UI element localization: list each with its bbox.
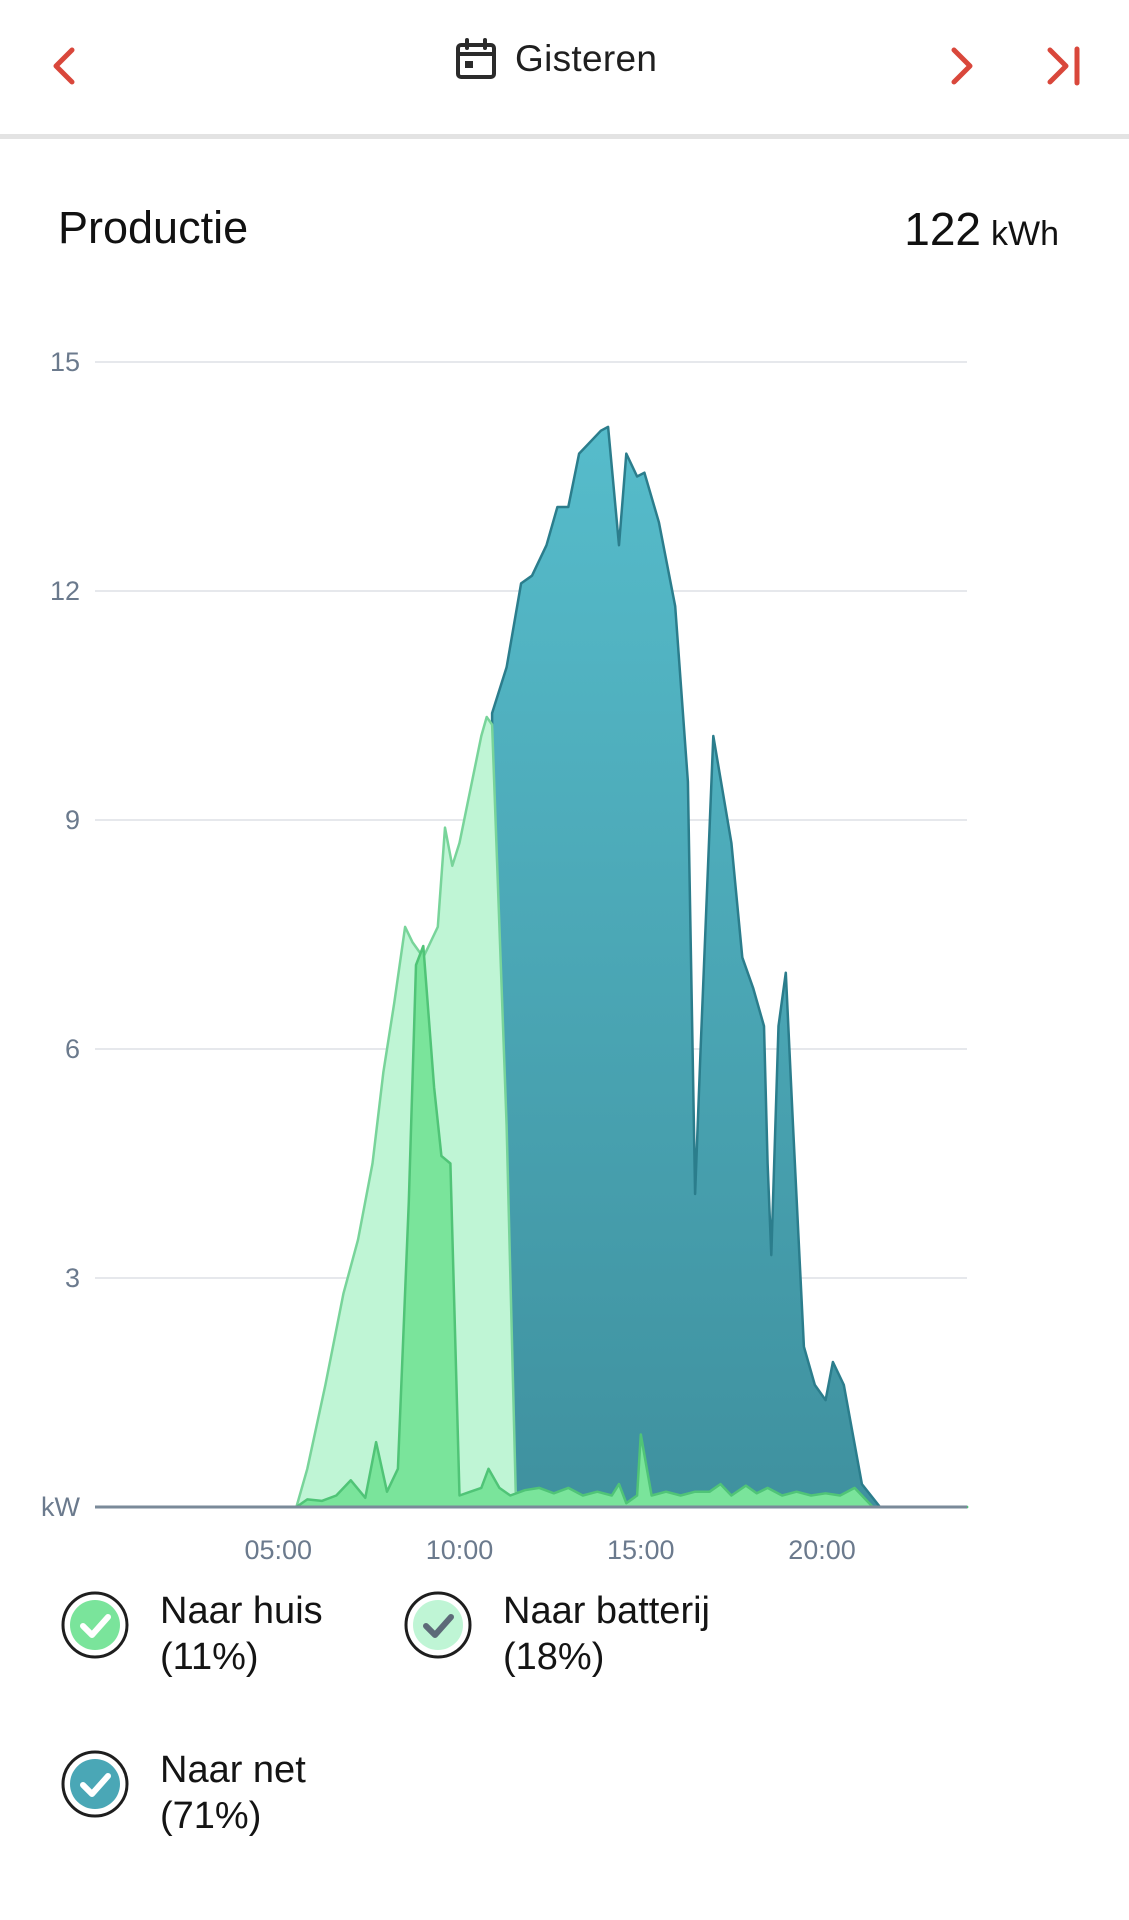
total-unit: kWh — [991, 215, 1059, 253]
previous-day-button[interactable] — [40, 42, 88, 90]
legend-label: Naar batterij — [503, 1590, 710, 1632]
area-naar-huis — [95, 944, 969, 1509]
total-value: 122 — [904, 203, 981, 255]
date-label: Gisteren — [515, 38, 658, 79]
chevron-left-icon — [53, 47, 75, 85]
check-circle-icon — [61, 1750, 129, 1818]
top-bar: Gisteren — [0, 0, 1129, 139]
legend-item-naar-batterij[interactable]: Naar batterij (18%) — [403, 1588, 710, 1680]
area-naar-batterij — [95, 715, 969, 1509]
y-tick-label: kW — [41, 1492, 81, 1522]
y-tick-label: 12 — [50, 576, 80, 606]
section-title: Productie — [58, 202, 249, 253]
date-selector[interactable]: Gisteren — [455, 38, 657, 80]
legend-percent: (18%) — [503, 1636, 605, 1678]
x-tick-label: 05:00 — [244, 1535, 312, 1565]
chevron-right-icon — [951, 47, 973, 85]
area-naar-net — [95, 425, 969, 1509]
legend-percent: (71%) — [160, 1795, 262, 1837]
legend-item-naar-net[interactable]: Naar net (71%) — [60, 1747, 306, 1839]
check-circle-icon — [404, 1591, 472, 1659]
skip-to-end-icon — [1047, 46, 1080, 86]
y-tick-label: 9 — [65, 805, 80, 835]
y-tick-label: 3 — [65, 1263, 80, 1293]
x-tick-label: 10:00 — [426, 1535, 494, 1565]
last-day-button[interactable] — [1040, 42, 1088, 90]
y-tick-label: 15 — [50, 347, 80, 377]
production-chart[interactable]: kW 3 6 9 12 15 05:00 10:00 15:00 20:00 — [0, 320, 1129, 1570]
legend-percent: (11%) — [160, 1636, 259, 1678]
y-tick-label: 6 — [65, 1034, 80, 1064]
x-tick-label: 20:00 — [788, 1535, 856, 1565]
legend-label: Naar net — [160, 1749, 306, 1791]
x-tick-label: 15:00 — [607, 1535, 675, 1565]
legend-item-naar-huis[interactable]: Naar huis (11%) — [60, 1588, 323, 1680]
next-day-button[interactable] — [938, 42, 986, 90]
legend-label: Naar huis — [160, 1590, 323, 1632]
check-circle-icon — [61, 1591, 129, 1659]
calendar-icon — [456, 38, 496, 79]
production-total: 122 kWh — [904, 202, 1059, 256]
